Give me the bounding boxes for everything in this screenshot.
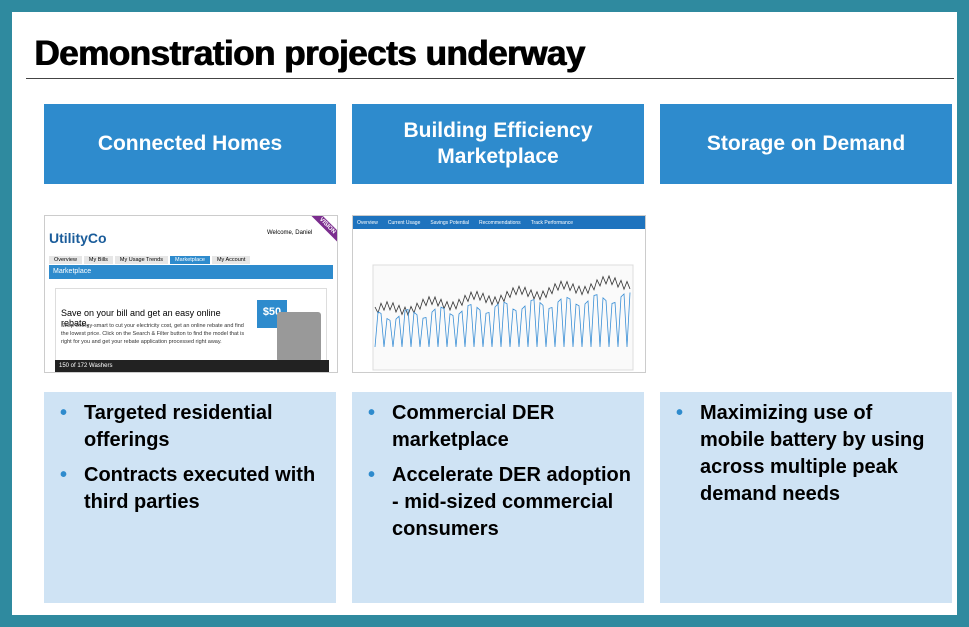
column-heading: Connected Homes — [44, 104, 336, 184]
bullet-list: Targeted residential offerings Contracts … — [44, 392, 336, 516]
brand: UtilityCo — [49, 230, 107, 246]
column-heading: Building Efficiency Marketplace — [352, 104, 644, 184]
tab: Overview — [49, 256, 82, 264]
slide-content: Demonstration projects underway Connecte… — [12, 12, 957, 615]
bullet-list: Maximizing use of mobile battery by usin… — [660, 392, 952, 508]
column-body: Commercial DER marketplace Accelerate DER… — [352, 392, 644, 603]
bullet-list: Commercial DER marketplace Accelerate DER… — [352, 392, 644, 543]
tab: My Bills — [84, 256, 113, 264]
empty-slot — [660, 215, 952, 371]
tab: My Account — [212, 256, 250, 264]
tab: Marketplace — [170, 256, 210, 264]
chart-image — [353, 229, 645, 372]
bullet: Commercial DER marketplace — [392, 400, 634, 454]
screenshot-building: Overview Current Usage Savings Potential Re… — [352, 215, 646, 373]
nav-item: Savings Potential — [430, 220, 469, 226]
slide-title: Demonstration projects underway — [34, 34, 584, 74]
nav-item: Recommendations — [479, 220, 521, 226]
section-bar: Marketplace — [49, 265, 333, 279]
bullet: Contracts executed with third parties — [84, 462, 326, 516]
bullet: Accelerate DER adoption - mid-sized comm… — [392, 462, 634, 543]
nav-item: Current Usage — [388, 220, 421, 226]
tab: My Usage Trends — [115, 256, 168, 264]
welcome: Welcome, Daniel — [267, 230, 312, 236]
screenshot-home: UtilityCo Welcome, Daniel VISION Overvie… — [44, 215, 338, 373]
nav-item: Track Performance — [531, 220, 573, 226]
column-body: Maximizing use of mobile battery by usin… — [660, 392, 952, 603]
nav-item: Overview — [357, 220, 378, 226]
body-text: Shop energy-smart to cut your electricit… — [61, 322, 251, 346]
title-rule — [26, 78, 954, 79]
column-body: Targeted residential offerings Contracts … — [44, 392, 336, 603]
nav-bar: Overview Current Usage Savings Potential Re… — [353, 216, 646, 229]
bullet: Maximizing use of mobile battery by usin… — [700, 400, 942, 508]
bullet: Targeted residential offerings — [84, 400, 326, 454]
column-heading: Storage on Demand — [660, 104, 952, 184]
result-bar: 150 of 172 Washers — [55, 360, 329, 373]
slide: Demonstration projects underway Connecte… — [0, 0, 969, 627]
washer-image — [277, 312, 321, 362]
